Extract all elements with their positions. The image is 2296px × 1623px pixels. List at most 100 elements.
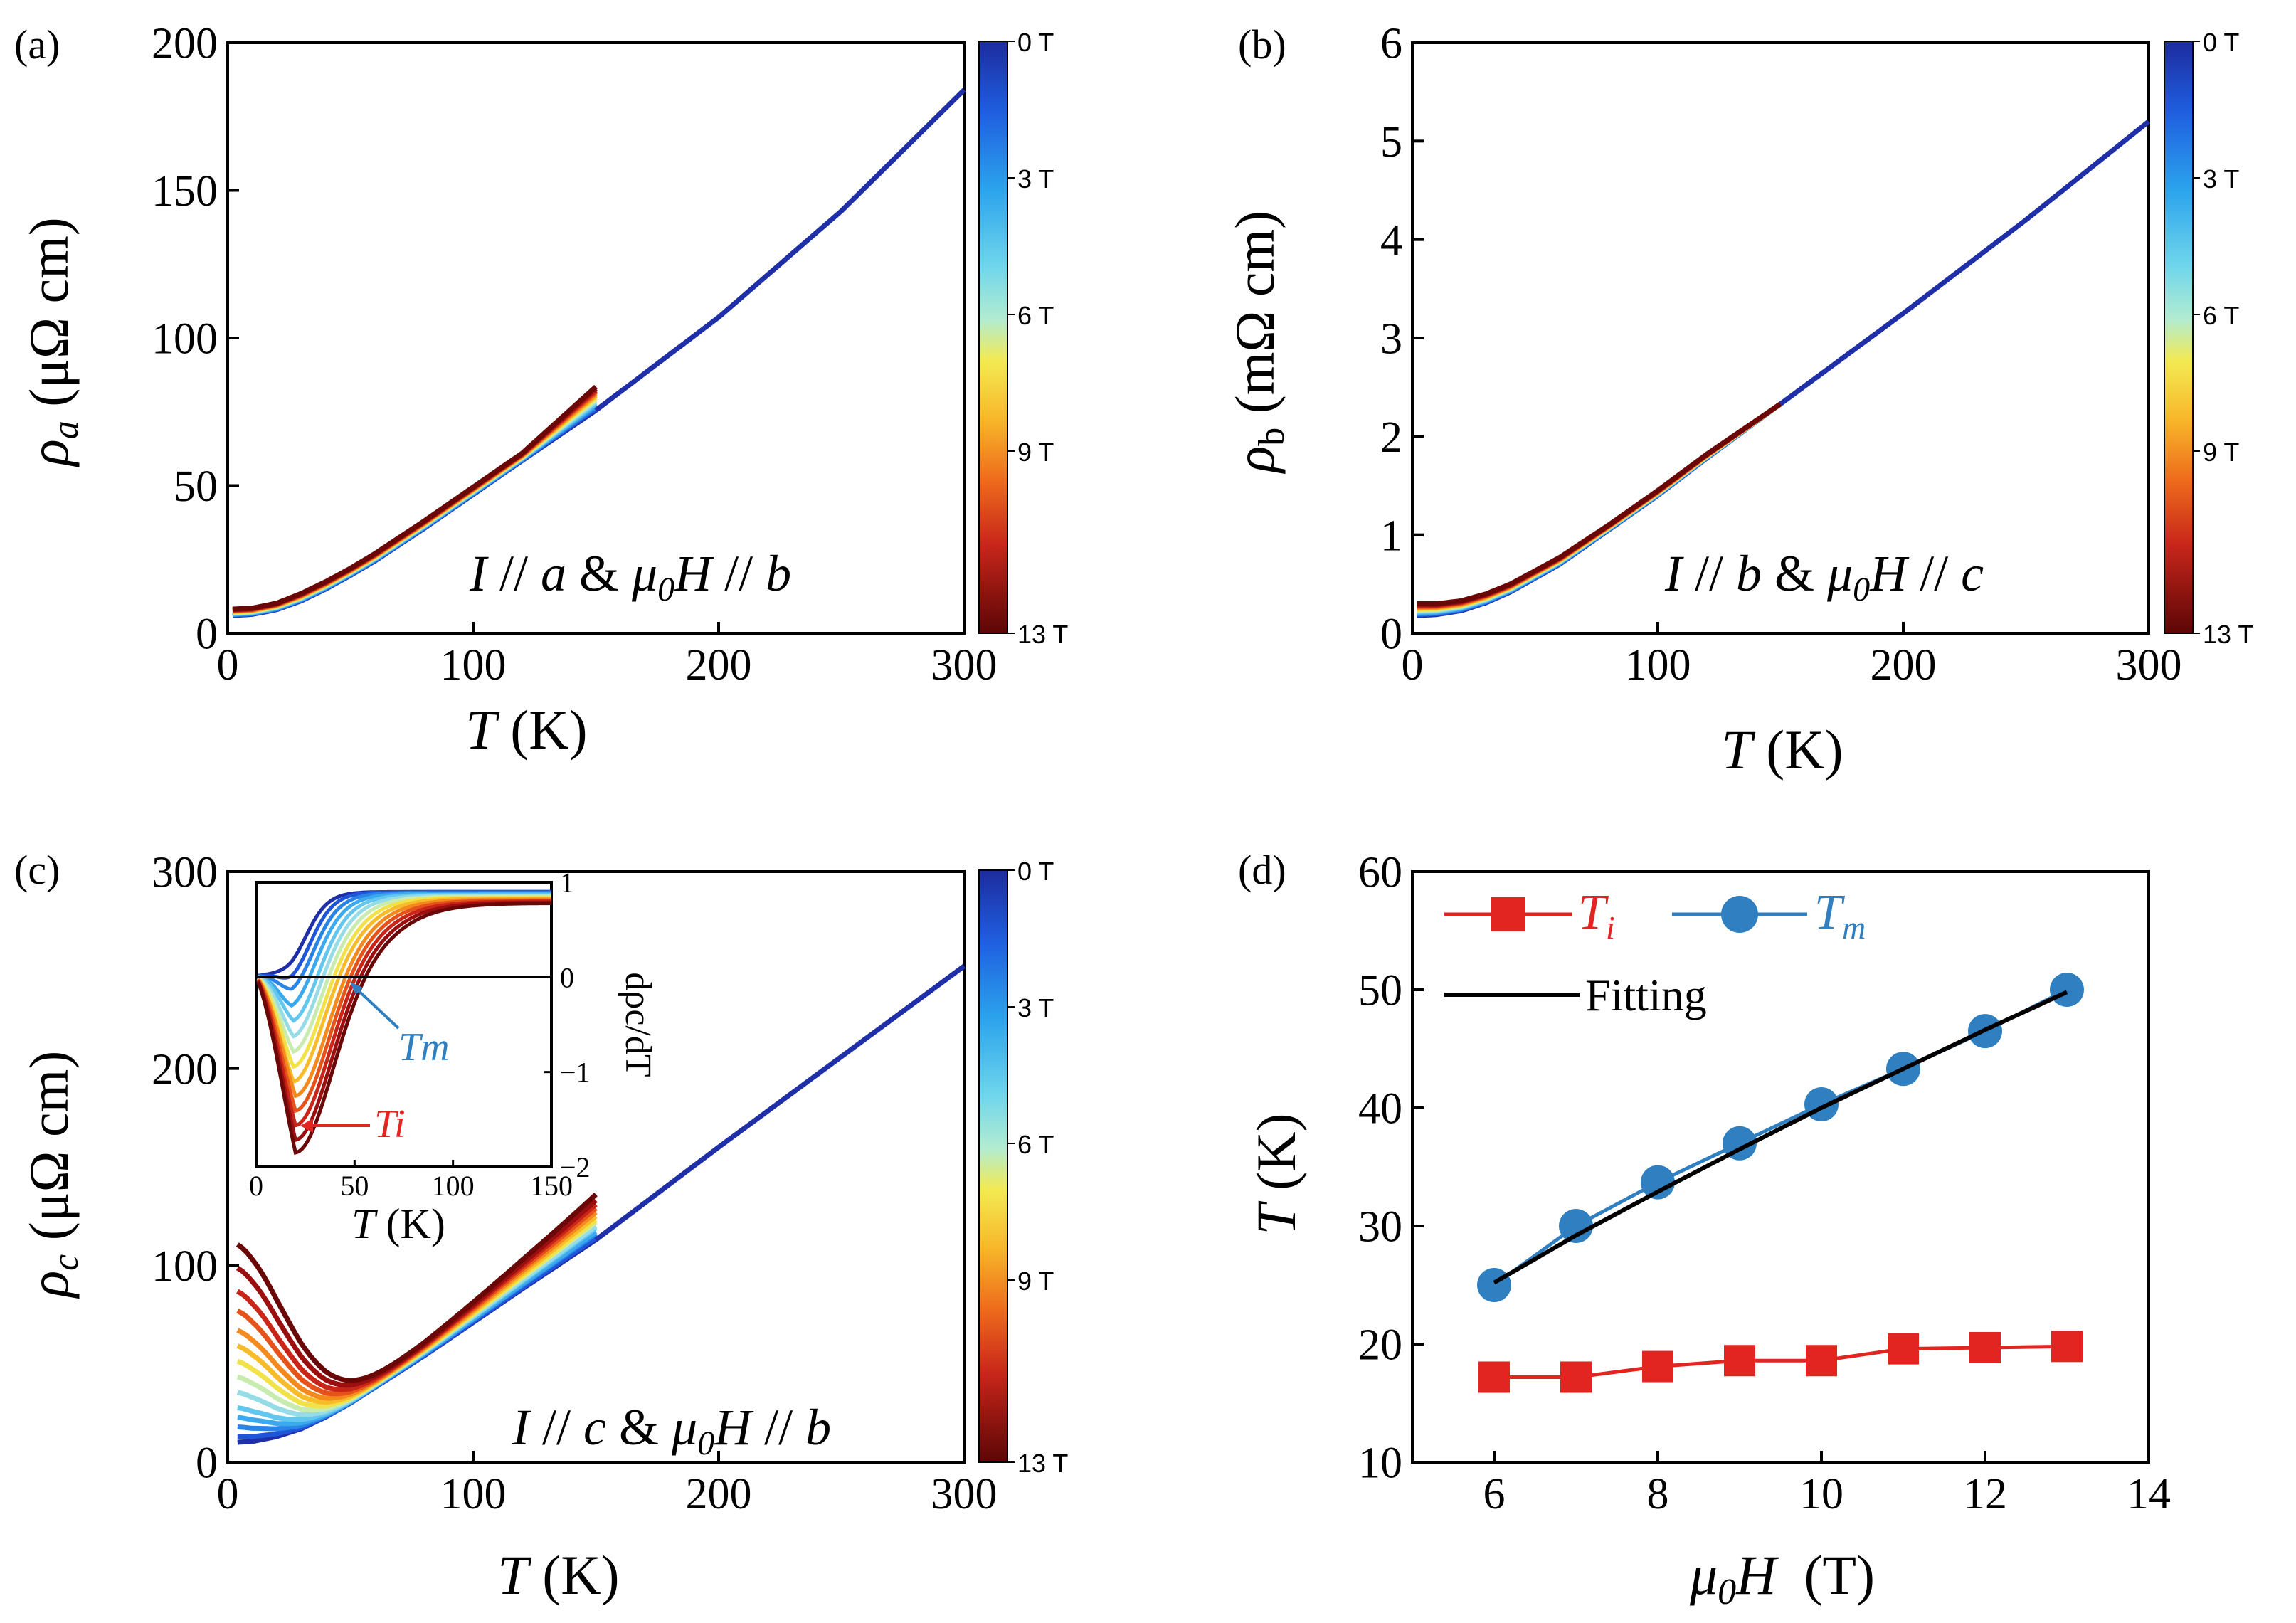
- panel-d-frame: [1411, 870, 2150, 1464]
- panel-d-ytick-label: 50: [1358, 967, 1402, 1015]
- inset-xticks: 0 50 100 150: [249, 1160, 573, 1202]
- panel-b-ytick-label: 2: [1380, 413, 1402, 462]
- panel-a-xtick-label: 200: [686, 641, 752, 689]
- panel-d-ytick-label: 60: [1358, 849, 1402, 897]
- panel-d-tm-point: [2050, 973, 2084, 1007]
- panel-d-xtick-label: 10: [1799, 1470, 1843, 1518]
- panel-b-ytick-label: 5: [1380, 118, 1402, 166]
- panel-c-xticks: 0 100 200 300: [217, 1451, 998, 1518]
- panel-d-ytick-label: 10: [1358, 1439, 1402, 1488]
- panel-b-curve-13T: [1417, 401, 1782, 606]
- panel-b-yticks: 0 1 2 3 4 5 6: [1380, 20, 1424, 659]
- inset-xtick-label: 100: [432, 1170, 475, 1202]
- panel-a-colorbar-tick-label: 3 T: [1017, 164, 1054, 194]
- panel-a-ylabel: ρa (μΩ cm): [18, 217, 86, 467]
- panel-d-ytick-label: 30: [1358, 1203, 1402, 1252]
- panel-d-fit-line: [1493, 990, 2068, 1285]
- panel-c-colorbar-tick-label: 9 T: [1017, 1267, 1054, 1296]
- panel-d-letter: (d): [1238, 847, 1286, 893]
- panel-c-colorbar-tick-label: 0 T: [1017, 857, 1054, 886]
- panel-a-letter: (a): [14, 21, 60, 68]
- panel-c-xtick-label: 200: [686, 1470, 752, 1518]
- inset-frame: [255, 881, 553, 1168]
- panel-a-curve-0T-high: [594, 88, 966, 413]
- panel-c-colorbar-ticks: 0 T 3 T 6 T 9 T 13 T: [1007, 857, 1068, 1478]
- panel-c-yticks: 0 100 200 300: [152, 849, 239, 1488]
- panel-a-xticks: 0 100 200 300: [217, 622, 998, 689]
- panel-a-colorbar-tick-label: 6 T: [1017, 301, 1054, 330]
- panel-d-legend: Ti Tm Fitting: [1444, 885, 1866, 1020]
- panel-b-ylabel: ρb (mΩ cm): [1224, 211, 1292, 474]
- inset-xtick-label: 50: [340, 1170, 369, 1202]
- legend-ti-marker: [1491, 897, 1525, 931]
- panel-b: (b) 0 100 200 300 0 1 2 3 4 5 6 I // b & μ0H // c…: [1224, 20, 2253, 781]
- panel-d-series: [1477, 973, 2084, 1393]
- inset-ytick-label: 1: [560, 867, 574, 899]
- panel-c-colorbar-tick-label: 3 T: [1017, 993, 1054, 1022]
- panel-b-ytick-label: 3: [1380, 315, 1402, 364]
- panel-b-curves: [1417, 119, 2151, 618]
- panel-c-annotation: I // c & μ0H // b: [512, 1399, 831, 1462]
- panel-b-colorbar-tick-label: 6 T: [2203, 301, 2239, 330]
- panel-a-xlabel: T (K): [465, 699, 587, 761]
- inset-tm-label: Tm: [398, 1025, 450, 1069]
- inset-curve-13T: [256, 902, 552, 1155]
- panel-d-ti-point: [1642, 1350, 1673, 1383]
- panel-c-curves: [236, 963, 966, 1445]
- panel-b-letter: (b): [1238, 21, 1286, 68]
- panel-d-tm-point: [1477, 1268, 1511, 1302]
- panel-a-annotation: I // a & μ0H // b: [469, 545, 791, 608]
- panel-b-xtick-label: 300: [2116, 641, 2182, 689]
- inset-ylabel: dρc/dT: [618, 972, 658, 1077]
- panel-b-colorbar-tick-label: 0 T: [2203, 28, 2239, 57]
- panel-c-inset: 0 50 100 150 1 0 −1 −2 T (K) dρc/dT Tm Ti: [249, 867, 658, 1247]
- panel-c-colorbar-tick-label: 6 T: [1017, 1130, 1054, 1159]
- panel-a-colorbar-ticks: 0 T 3 T 6 T 9 T 13 T: [1007, 28, 1068, 649]
- panel-d-ti-point: [1478, 1361, 1510, 1393]
- panel-d-xtick-label: 8: [1647, 1470, 1669, 1518]
- panel-b-xtick-label: 100: [1625, 641, 1691, 689]
- panel-b-annotation: I // b & μ0H // c: [1664, 545, 1984, 608]
- inset-xtick-label: 150: [530, 1170, 573, 1202]
- panel-d-ytick-label: 40: [1358, 1085, 1402, 1133]
- panel-d-xtick-label: 14: [2127, 1470, 2171, 1518]
- legend-tm-marker: [1721, 896, 1758, 933]
- panel-a-colorbar-tick-label: 0 T: [1017, 28, 1054, 57]
- panel-a-ytick-label: 150: [152, 167, 218, 216]
- panel-d-ytick-label: 20: [1358, 1321, 1402, 1370]
- panel-d-xlabel: μ0H (T): [1689, 1544, 1875, 1612]
- panel-d-tm-point: [1559, 1209, 1593, 1243]
- panel-a-ytick-label: 200: [152, 20, 218, 68]
- panel-c-curve-0T-high: [594, 963, 966, 1242]
- panel-b-ytick-label: 0: [1380, 610, 1402, 659]
- panel-a-ytick-label: 50: [174, 462, 218, 511]
- panel-a-annotation-p1: I: [469, 545, 489, 602]
- panel-d-yticks: 10 20 30 40 50 60: [1358, 849, 1424, 1488]
- panel-c-ylabel: ρc (μΩ cm): [18, 1051, 86, 1299]
- panel-c-ytick-label: 200: [152, 1045, 218, 1094]
- panel-b-colorbar: [2164, 41, 2194, 634]
- panel-a-colorbar-tick-label: 9 T: [1017, 438, 1054, 467]
- panel-d-ti-point: [1888, 1333, 1919, 1365]
- panel-a-xtick-label: 100: [440, 641, 507, 689]
- panel-b-colorbar-tick-label: 13 T: [2203, 620, 2253, 649]
- legend-fit-label: Fitting: [1585, 970, 1707, 1020]
- panel-b-xlabel: T (K): [1721, 719, 1843, 781]
- panel-d-ti-point: [1724, 1345, 1755, 1377]
- panel-a-yticks: 0 50 100 150 200: [152, 20, 239, 659]
- panel-d-tm-point: [1641, 1165, 1675, 1200]
- panel-a: (a) 0 100 200 300 0 50 100 150 200 I // a & μ0H…: [14, 20, 1068, 761]
- legend-tm-label: Tm: [1814, 885, 1866, 946]
- inset-ytick-label: −1: [560, 1057, 591, 1089]
- panel-a-curve-13T: [232, 384, 598, 612]
- inset-xtick-label: 0: [249, 1170, 263, 1202]
- panel-c-xtick-label: 300: [931, 1470, 998, 1518]
- inset-ti-arrowhead: [300, 1119, 313, 1133]
- panel-b-xtick-label: 200: [1871, 641, 1937, 689]
- panel-c-ytick-label: 300: [152, 849, 218, 897]
- panel-c-letter: (c): [14, 847, 60, 893]
- panel-a-xtick-label: 0: [217, 641, 239, 689]
- inset-ytick-label: 0: [560, 961, 574, 993]
